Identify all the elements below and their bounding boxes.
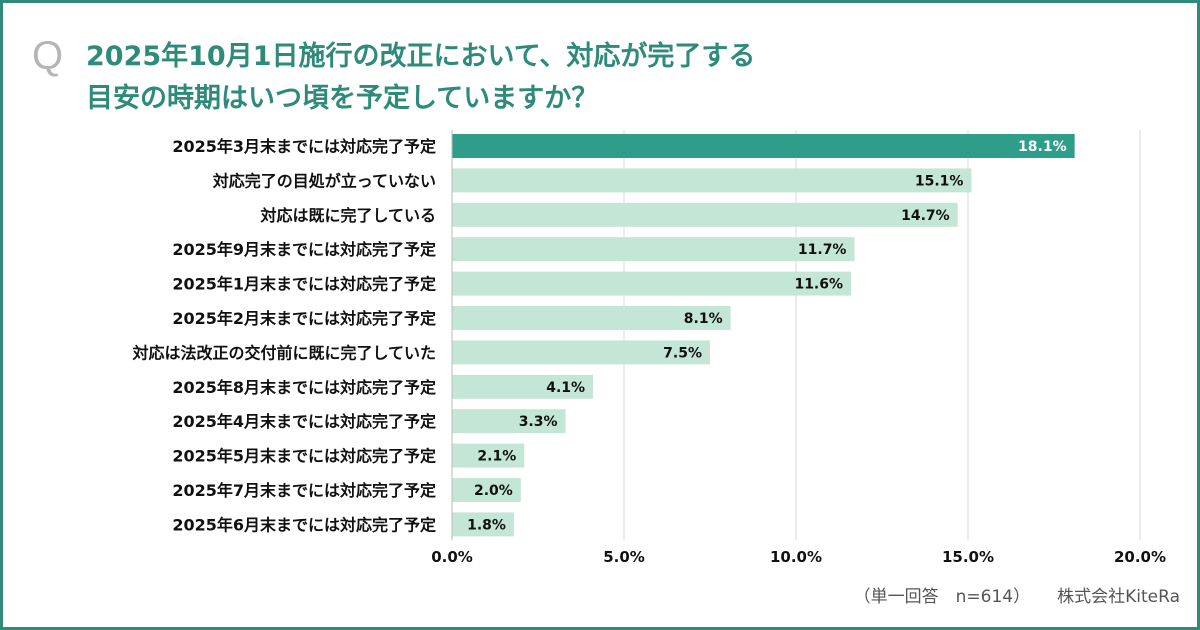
data-label: 2.0% [474,483,513,499]
title-line-2: 目安の時期はいつ頃を予定していますか？ [86,83,599,114]
question-title: 2025年10月1日施行の改正において、対応が完了する 目安の時期はいつ頃を予定… [86,36,755,120]
data-label: 14.7% [901,208,950,224]
footer: （単一回答 n=614） 株式会社KiteRa [854,582,1180,607]
bar [452,340,710,365]
data-label: 15.1% [915,173,964,189]
bar [452,478,521,502]
category-label: 対応は法改正の交付前に既に完了していた [131,343,436,362]
bar [452,134,1075,158]
data-label: 11.6% [794,277,843,293]
bar [452,443,525,468]
category-label: 2025年3月末までには対応完了予定 [172,137,436,156]
data-label: 1.8% [467,517,506,533]
data-label: 8.1% [684,311,723,327]
category-label: 対応は既に完了している [259,206,436,225]
x-tick-label: 0.0% [431,548,473,566]
category-label: 2025年9月末までには対応完了予定 [172,240,436,259]
category-label: 2025年7月末までには対応完了予定 [172,481,436,500]
data-label: 18.1% [1018,139,1067,155]
category-label: 2025年2月末までには対応完了予定 [172,309,436,328]
data-label: 11.7% [798,242,847,258]
x-tick-label: 20.0% [1114,548,1166,566]
category-label: 対応完了の目処が立っていない [212,171,436,190]
category-label: 2025年6月末までには対応完了予定 [172,515,436,534]
x-tick-label: 10.0% [770,548,822,566]
bar [452,409,566,434]
data-label: 7.5% [663,345,702,361]
bar [452,237,855,262]
company-name: 株式会社KiteRa [1057,587,1180,607]
x-tick-label: 5.0% [603,548,645,566]
category-label: 2025年1月末までには対応完了予定 [172,275,436,294]
bar [452,512,514,537]
category-label: 2025年4月末までには対応完了予定 [172,412,436,431]
x-tick-label: 15.0% [942,548,994,566]
data-label: 4.1% [546,380,585,396]
bar [452,271,852,296]
bar [452,202,958,227]
title-line-1: 2025年10月1日施行の改正において、対応が完了する [86,41,756,72]
category-label: 2025年8月末までには対応完了予定 [172,378,436,397]
question-mark-icon: Q [32,34,64,78]
data-label: 2.1% [477,449,516,465]
data-label: 3.3% [519,414,558,430]
category-label: 2025年5月末までには対応完了予定 [172,447,436,466]
bar [452,374,594,399]
sample-note: （単一回答 n=614） [853,587,1031,607]
bar [452,168,972,193]
bar [452,306,731,330]
